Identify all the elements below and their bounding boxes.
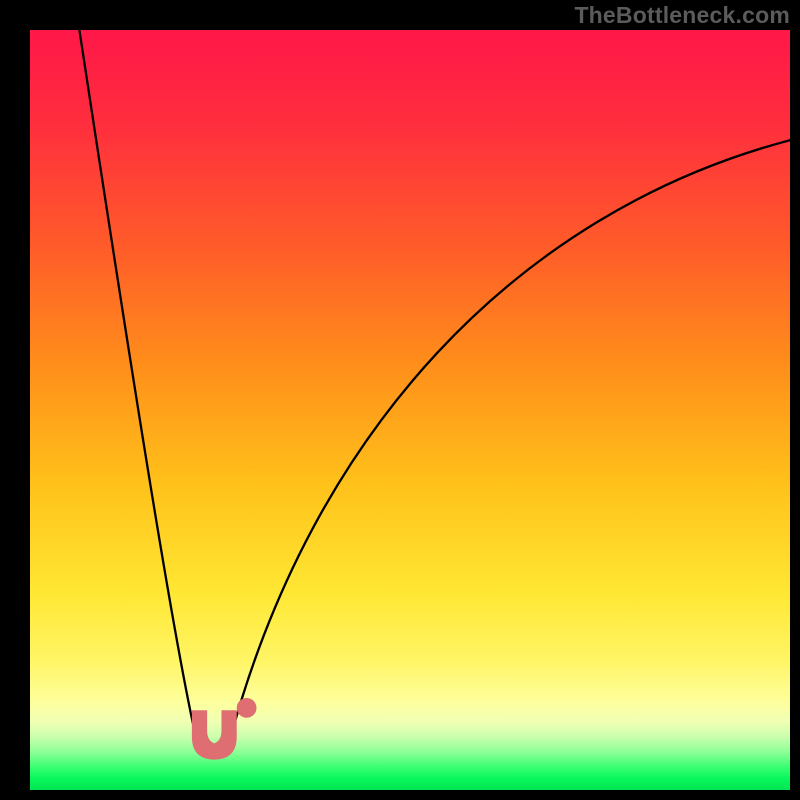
bottleneck-chart [30,30,790,790]
trough-dot-marker [237,698,257,718]
figure-frame: TheBottleneck.com [0,0,800,800]
watermark-text: TheBottleneck.com [574,2,790,29]
gradient-background [30,30,790,790]
